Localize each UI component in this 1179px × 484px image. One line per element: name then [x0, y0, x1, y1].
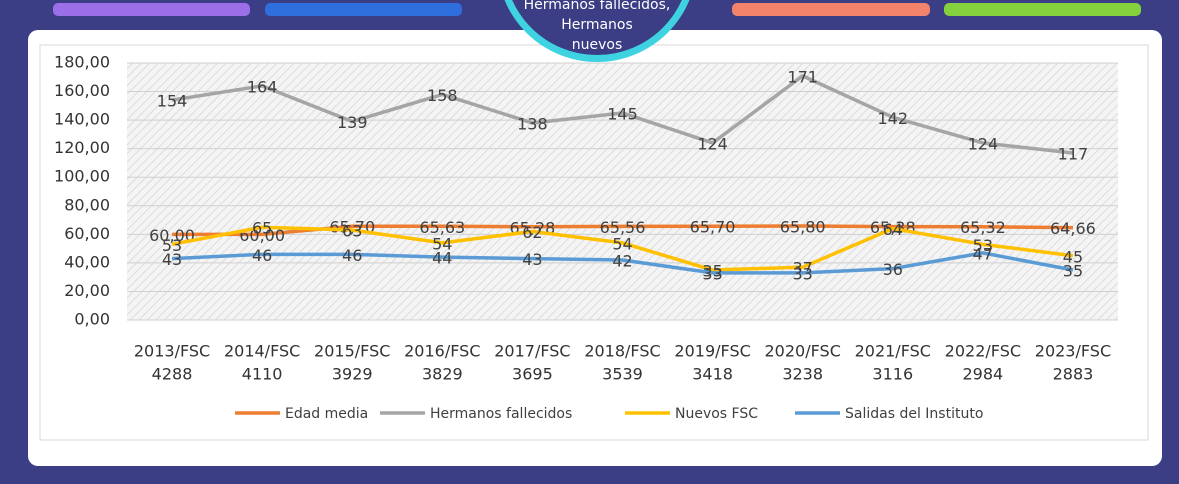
- data-label: 65,56: [600, 218, 646, 237]
- data-label: 35: [702, 262, 722, 281]
- tab[interactable]: [53, 3, 250, 16]
- data-label: 33: [702, 264, 722, 283]
- data-label: 145: [607, 104, 638, 123]
- data-label: 64,66: [1050, 219, 1096, 238]
- legend-label: Nuevos FSC: [675, 406, 758, 422]
- x-tick-label: 2020/FSC: [765, 342, 841, 361]
- tab[interactable]: [732, 3, 930, 16]
- data-label: 139: [337, 113, 368, 132]
- x-tick-label: 2016/FSC: [404, 342, 480, 361]
- data-label: 53: [973, 236, 993, 255]
- data-label: 65,70: [690, 218, 736, 237]
- data-label: 65,63: [419, 218, 465, 237]
- data-label: 54: [612, 234, 632, 253]
- data-label: 154: [157, 92, 188, 111]
- data-label: 46: [252, 246, 272, 265]
- data-label: 164: [247, 77, 278, 96]
- series-line: [171, 251, 1074, 275]
- data-label: 138: [517, 114, 548, 133]
- x-tick-label: 3238: [782, 365, 823, 384]
- x-tick-label: 3418: [692, 365, 733, 384]
- x-tick-label: 2883: [1053, 365, 1094, 384]
- data-label: 124: [968, 134, 999, 153]
- data-label: 44: [432, 249, 452, 268]
- x-tick-label: 2015/FSC: [314, 342, 390, 361]
- x-tick-label: 2014/FSC: [224, 342, 300, 361]
- x-tick-label: 2018/FSC: [584, 342, 660, 361]
- legend-label: Salidas del Instituto: [845, 406, 983, 422]
- x-tick-label: 3539: [602, 365, 643, 384]
- data-label: 65: [252, 219, 272, 238]
- data-label: 53: [162, 236, 182, 255]
- y-tick-label: 140,00: [54, 110, 110, 129]
- data-label: 46: [342, 246, 362, 265]
- badge-text: nuevos: [572, 37, 623, 53]
- data-label: 47: [973, 244, 993, 263]
- data-label: 65,80: [780, 218, 826, 237]
- data-label: 43: [522, 250, 542, 269]
- y-tick-label: 80,00: [64, 195, 110, 214]
- x-tick-label: 2021/FSC: [855, 342, 931, 361]
- x-tick-label: 2017/FSC: [494, 342, 570, 361]
- x-tick-label: 3929: [332, 365, 373, 384]
- x-tick-label: 2022/FSC: [945, 342, 1021, 361]
- data-label: 42: [612, 252, 632, 271]
- data-label: 171: [787, 67, 818, 86]
- y-tick-label: 100,00: [54, 167, 110, 186]
- x-tick-label: 2023/FSC: [1035, 342, 1111, 361]
- data-label: 33: [793, 264, 813, 283]
- x-tick-label: 3116: [872, 365, 913, 384]
- data-label: 124: [697, 134, 728, 153]
- x-tick-label: 2984: [963, 365, 1004, 384]
- legend-label: Edad media: [285, 406, 368, 422]
- tab[interactable]: [265, 3, 462, 16]
- badge: [512, 0, 682, 55]
- data-label: 117: [1058, 144, 1089, 163]
- data-label: 45: [1063, 247, 1083, 266]
- badge-text: Hermanos fallecidos,: [524, 0, 671, 13]
- x-tick-label: 2019/FSC: [674, 342, 750, 361]
- x-tick-label: 4110: [242, 365, 283, 384]
- data-label: 64: [883, 220, 903, 239]
- y-tick-label: 120,00: [54, 138, 110, 157]
- y-tick-label: 60,00: [64, 224, 110, 243]
- data-label: 158: [427, 86, 458, 105]
- data-label: 142: [877, 109, 908, 128]
- data-label: 60,00: [149, 226, 195, 245]
- series-line: [171, 74, 1074, 155]
- legend-label: Hermanos fallecidos: [430, 406, 572, 422]
- badge-text: Hermanos: [561, 17, 633, 33]
- data-label: 63: [342, 222, 362, 241]
- x-tick-label: 2013/FSC: [134, 342, 210, 361]
- series-line: [171, 225, 1074, 272]
- data-label: 65,32: [960, 218, 1006, 237]
- data-label: 35: [1063, 262, 1083, 281]
- tab[interactable]: [944, 3, 1141, 16]
- plot-area: [127, 63, 1118, 320]
- data-label: 43: [162, 250, 182, 269]
- data-label: 62: [522, 223, 542, 242]
- y-tick-label: 0,00: [74, 310, 110, 329]
- data-label: 54: [432, 234, 452, 253]
- data-label: 36: [883, 260, 903, 279]
- y-tick-label: 20,00: [64, 281, 110, 300]
- x-tick-label: 3695: [512, 365, 553, 384]
- x-tick-label: 4288: [152, 365, 193, 384]
- y-tick-label: 160,00: [54, 81, 110, 100]
- y-tick-label: 180,00: [54, 53, 110, 72]
- x-tick-label: 3829: [422, 365, 463, 384]
- y-tick-label: 40,00: [64, 252, 110, 271]
